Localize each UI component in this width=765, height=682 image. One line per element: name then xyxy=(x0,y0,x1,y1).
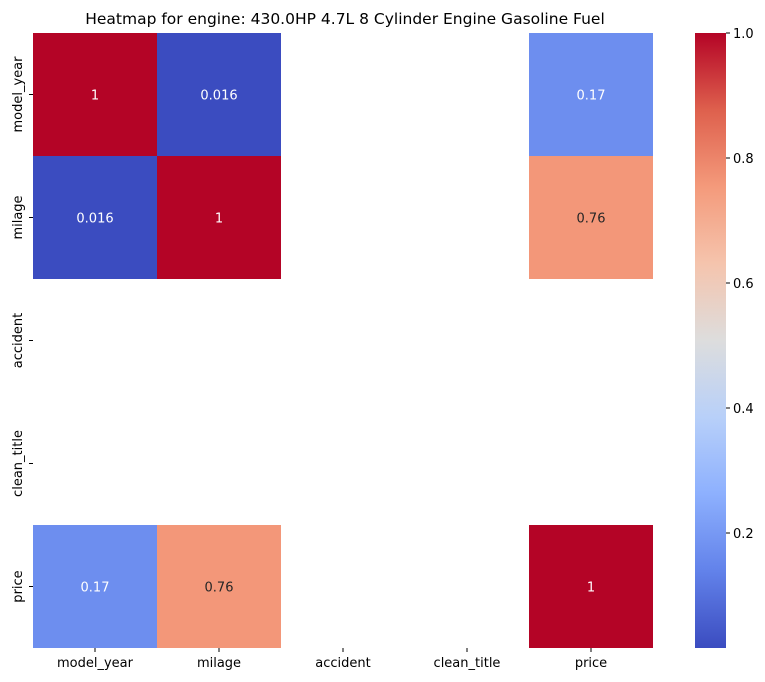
y-tick-label: model_year xyxy=(11,56,26,133)
x-tick-label: milage xyxy=(197,656,241,671)
x-tick-label: clean_title xyxy=(434,656,501,671)
cell-annotation: 0.76 xyxy=(577,212,606,227)
colorbar: 0.2 0.4 0.6 0.8 1.0 xyxy=(695,27,754,648)
x-tick-label: model_year xyxy=(57,656,134,671)
cell-annotations: 1 0.016 0.17 0.016 1 0.76 0.17 0.76 1 xyxy=(76,89,605,596)
y-tick-label: milage xyxy=(11,195,26,239)
y-tick-label: accident xyxy=(11,313,26,368)
heatmap-cell xyxy=(33,525,157,648)
cell-annotation: 0.76 xyxy=(205,581,234,596)
x-tick-label: price xyxy=(575,656,607,671)
heatmap-cell xyxy=(157,156,281,279)
heatmap-cells xyxy=(33,33,653,648)
heatmap-cell xyxy=(157,33,281,156)
y-tick-label: clean_title xyxy=(11,430,26,497)
x-tick-label: accident xyxy=(315,656,370,671)
heatmap-cell xyxy=(33,33,157,156)
colorbar-tick-label: 0.8 xyxy=(733,152,754,167)
chart-title: Heatmap for engine: 430.0HP 4.7L 8 Cylin… xyxy=(85,10,605,28)
colorbar-tick-label: 0.2 xyxy=(733,527,754,542)
cell-annotation: 1 xyxy=(215,212,223,227)
heatmap-cell xyxy=(529,156,653,279)
colorbar-tick-label: 0.6 xyxy=(733,277,754,292)
x-axis: model_year milage accident clean_title price xyxy=(57,648,607,671)
colorbar-tick-label: 1.0 xyxy=(733,27,754,42)
heatmap-cell xyxy=(529,33,653,156)
cell-annotation: 0.016 xyxy=(200,89,237,104)
cell-annotation: 1 xyxy=(91,89,99,104)
cell-annotation: 1 xyxy=(587,581,595,596)
y-tick-label: price xyxy=(11,570,26,602)
colorbar-gradient xyxy=(695,33,726,648)
colorbar-tick-label: 0.4 xyxy=(733,402,754,417)
heatmap-cell xyxy=(157,525,281,648)
heatmap-cell xyxy=(33,156,157,279)
heatmap-cell xyxy=(529,525,653,648)
cell-annotation: 0.016 xyxy=(76,212,113,227)
cell-annotation: 0.17 xyxy=(81,581,110,596)
cell-annotation: 0.17 xyxy=(577,89,606,104)
